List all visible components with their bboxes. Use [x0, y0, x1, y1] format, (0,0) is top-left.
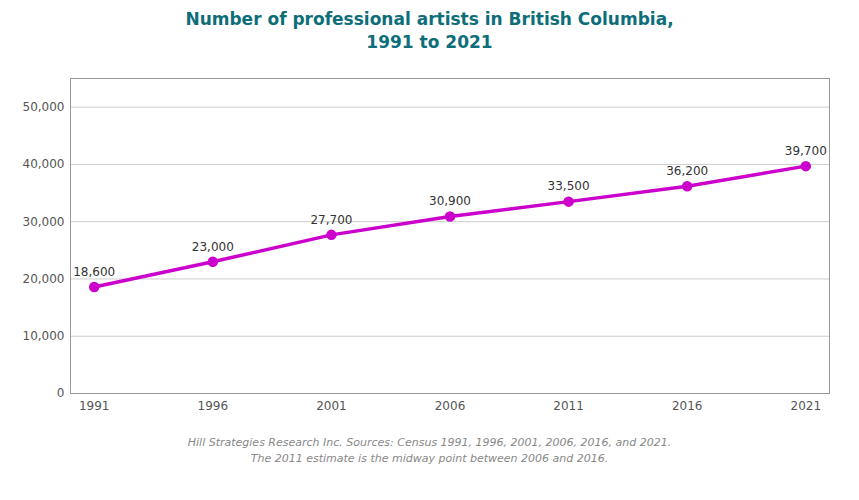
svg-text:2006: 2006 [435, 399, 466, 413]
svg-text:23,000: 23,000 [192, 239, 234, 253]
svg-text:10,000: 10,000 [23, 329, 65, 343]
svg-text:36,200: 36,200 [666, 164, 708, 178]
svg-text:0: 0 [57, 386, 65, 400]
html-text:Hill Strategies Research Inc.: Hill Strategies Research Inc. Sources: C… [187, 435, 672, 465]
svg-text:30,900: 30,900 [429, 194, 471, 208]
svg-text:40,000: 40,000 [23, 157, 65, 171]
svg-text:50,000: 50,000 [23, 100, 65, 114]
svg-text:33,500: 33,500 [548, 179, 590, 193]
svg-text:2001: 2001 [316, 399, 347, 413]
svg-text:2011: 2011 [553, 399, 584, 413]
svg-text:2016: 2016 [672, 399, 703, 413]
svg-text:18,600: 18,600 [73, 265, 115, 279]
svg-text:1996: 1996 [198, 399, 229, 413]
svg-text:30,000: 30,000 [23, 214, 65, 228]
svg-text:27,700: 27,700 [310, 213, 352, 227]
html-text:Number of professional artists: Number of professional artists in Britis… [185, 9, 674, 52]
svg-text:1991: 1991 [79, 399, 110, 413]
svg-text:20,000: 20,000 [23, 272, 65, 286]
svg-text:2021: 2021 [791, 399, 822, 413]
svg-text:39,700: 39,700 [785, 144, 827, 158]
